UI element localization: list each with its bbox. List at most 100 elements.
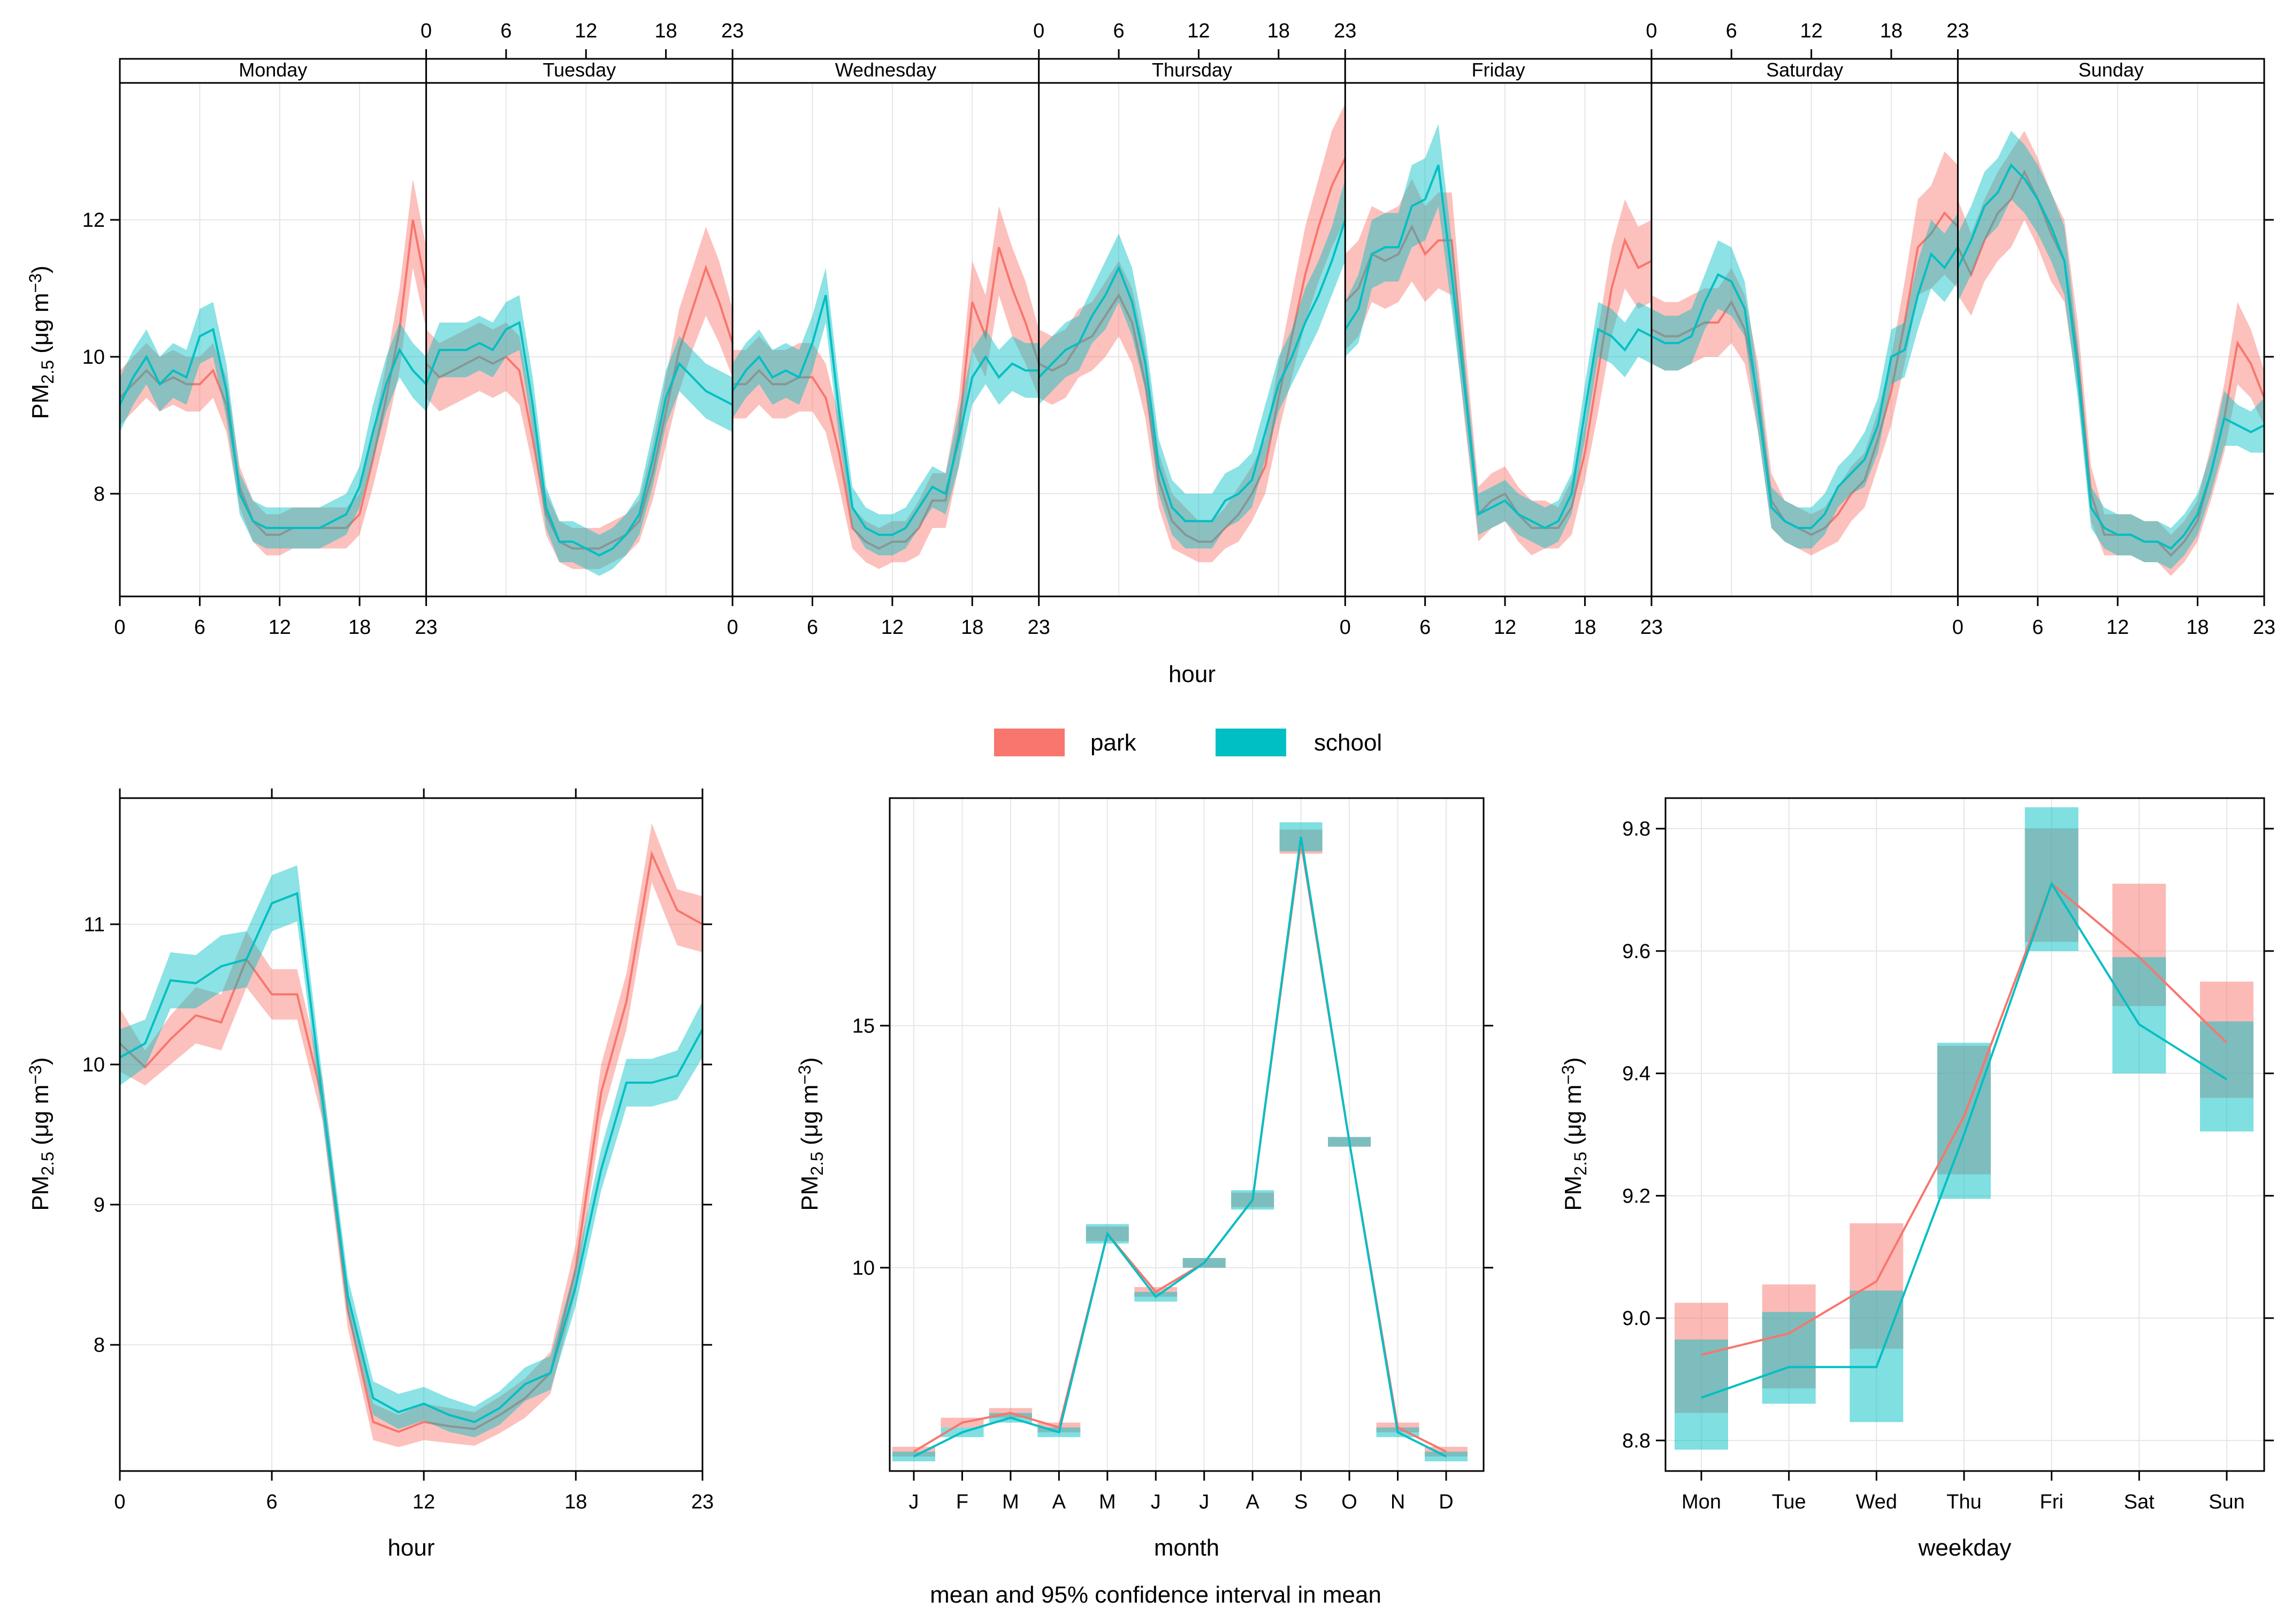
x-tick-label: J xyxy=(1151,1491,1161,1513)
x-tick-label: S xyxy=(1294,1491,1308,1513)
school-ci-band-thursday xyxy=(1038,179,1346,549)
park-ci-band xyxy=(120,823,702,1447)
weekday-chart: Mon Tue Wed Thu Fri Sat Sun 8.8 9.0 9.2 9.4 9.6 9.8 w… xyxy=(1558,797,2274,1561)
y-axis-title: PM2.5 (μg m−3) xyxy=(26,1057,57,1211)
school-ci-box-d xyxy=(1425,1451,1468,1461)
month-chart: J F M A M J J A S O N D 10 15 month PM2.5 (μg m−3) xyxy=(795,797,1493,1561)
x-tick-label: 6 xyxy=(1419,616,1431,639)
y-axis-title-ylabel-sub: 2.5 xyxy=(1571,1152,1590,1175)
x-tick-label: 18 xyxy=(961,616,983,639)
strip-label-sunday: Sunday xyxy=(2079,59,2144,81)
x-tick-label: 6 xyxy=(807,616,818,639)
school-ci-band-tuesday xyxy=(426,295,733,576)
y-tick-label: 10 xyxy=(852,1257,875,1280)
x-axis-title: weekday xyxy=(1918,1535,2012,1561)
x-tick-label: 6 xyxy=(1726,20,1737,42)
y-axis-title-ylabel-sub: 2.5 xyxy=(807,1152,827,1175)
park-line-wednesday xyxy=(732,247,1040,550)
y-tick-label: 8 xyxy=(94,483,105,505)
x-tick-label: 0 xyxy=(1646,20,1657,42)
school-ci-band-monday xyxy=(120,302,426,549)
park-line-tuesday xyxy=(425,264,734,550)
park-ci-band-monday xyxy=(120,179,426,556)
strip-label-thursday: Thursday xyxy=(1152,59,1232,81)
x-tick-label: 6 xyxy=(194,616,205,639)
x-tick-label: Tue xyxy=(1772,1491,1806,1513)
y-tick-label: 15 xyxy=(852,1015,875,1037)
x-tick-label: Mon xyxy=(1682,1491,1721,1513)
strip-label-monday: Monday xyxy=(239,59,307,81)
strip-label-friday: Friday xyxy=(1472,59,1525,81)
strip-label-tuesday: Tuesday xyxy=(543,59,616,81)
y-tick-label: 9.0 xyxy=(1622,1307,1651,1330)
figure-caption: mean and 95% confidence interval in mean xyxy=(930,1582,1381,1608)
x-tick-label: 23 xyxy=(415,616,437,639)
x-tick-label: 12 xyxy=(269,616,291,639)
school-line-wednesday xyxy=(731,295,1039,536)
y-tick-label: 10 xyxy=(82,1054,105,1076)
y-tick-label: 11 xyxy=(84,914,105,936)
y-axis-title-ylabel-main: PM xyxy=(1560,1176,1586,1211)
x-tick-label: 0 xyxy=(727,616,738,639)
legend-swatch-park xyxy=(994,729,1065,756)
x-tick-label: 12 xyxy=(412,1491,435,1513)
school-line-sunday xyxy=(1957,163,2265,550)
school-ci-box-fri xyxy=(2024,807,2079,951)
x-axis-title: hour xyxy=(1168,661,1216,687)
school-line-friday xyxy=(1344,164,1652,530)
x-tick-label: 23 xyxy=(1028,616,1050,639)
y-tick-label: 8 xyxy=(94,1334,105,1357)
school-ci-box-mon xyxy=(1675,1339,1728,1450)
school-ci-box-sun xyxy=(2200,1021,2253,1132)
x-tick-label: 18 xyxy=(348,616,371,639)
park-ci-band-friday xyxy=(1345,179,1652,556)
school-ci-box-sat xyxy=(2112,957,2166,1074)
legend-swatch-school xyxy=(1216,729,1286,756)
x-tick-label: A xyxy=(1246,1491,1260,1513)
y-axis-title-ylabel-unit: (μg m xyxy=(1560,1085,1586,1152)
y-axis-title-ylabel-close: ) xyxy=(1560,1057,1586,1065)
park-ci-band-wednesday xyxy=(732,206,1039,569)
school-line xyxy=(1701,881,2228,1399)
park-ci-band-saturday xyxy=(1651,151,1958,556)
legend: park school xyxy=(994,729,1382,756)
school-ci-box-wed xyxy=(1850,1290,1904,1422)
y-tick-label: 9.4 xyxy=(1622,1063,1651,1085)
y-axis-title-ylabel-sub: 2.5 xyxy=(38,1152,57,1175)
school-ci-box-tue xyxy=(1762,1312,1816,1404)
y-axis-title-ylabel-close: ) xyxy=(27,265,54,273)
x-tick-label: Wed xyxy=(1856,1491,1897,1513)
strip-friday xyxy=(1344,58,1653,84)
x-tick-label: 0 xyxy=(421,20,432,42)
x-tick-label: 18 xyxy=(1267,20,1290,42)
school-ci-band-wednesday xyxy=(732,267,1039,556)
y-axis-title-ylabel-main: PM xyxy=(27,384,54,419)
y-axis-title: PM2.5 (μg m−3) xyxy=(795,1057,826,1211)
x-tick-label: 6 xyxy=(2032,616,2043,639)
school-line-tuesday xyxy=(425,320,734,557)
y-axis-title: PM2.5 (μg m−3) xyxy=(26,265,57,419)
x-tick-label: 12 xyxy=(881,616,904,639)
school-line-monday xyxy=(119,327,427,529)
park-ci-band-tuesday xyxy=(426,226,733,569)
y-axis-title-ylabel-sup: −3 xyxy=(1558,1065,1578,1084)
x-tick-label: 23 xyxy=(721,20,744,42)
x-tick-label: Sun xyxy=(2209,1491,2245,1513)
x-tick-label: 6 xyxy=(1113,20,1125,42)
y-axis-title-ylabel-close: ) xyxy=(27,1057,54,1065)
x-tick-label: N xyxy=(1391,1491,1405,1513)
y-tick-label: 9.8 xyxy=(1622,818,1651,840)
strip-label-saturday: Saturday xyxy=(1766,59,1843,81)
x-tick-label: 23 xyxy=(1640,616,1663,639)
x-tick-label: 0 xyxy=(1033,20,1044,42)
park-line-thursday xyxy=(1038,157,1347,543)
plot-frame xyxy=(119,58,2265,597)
y-axis-title-ylabel-sup: −3 xyxy=(26,1065,45,1084)
legend-label-school: school xyxy=(1314,730,1382,756)
x-tick-label: Sat xyxy=(2124,1491,2155,1513)
x-tick-label: 23 xyxy=(2253,616,2275,639)
y-axis-title-ylabel-sup: −3 xyxy=(795,1065,814,1084)
x-axis-title: month xyxy=(1154,1535,1219,1561)
x-tick-label: 12 xyxy=(1800,20,1822,42)
